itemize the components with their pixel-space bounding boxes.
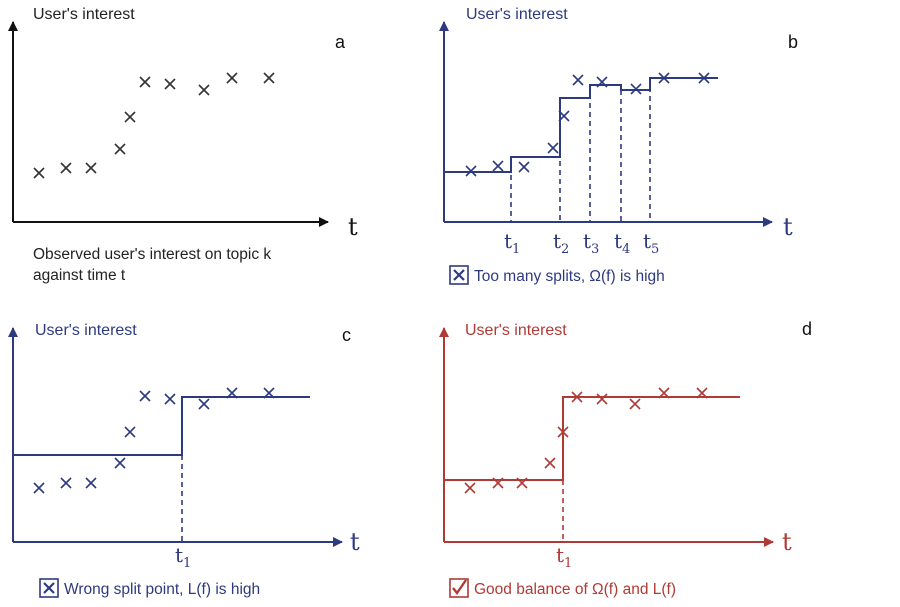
data-point xyxy=(165,79,175,89)
x-axis-label: t xyxy=(782,528,792,556)
data-point xyxy=(465,483,475,493)
data-point xyxy=(140,391,150,401)
data-point xyxy=(227,73,237,83)
data-point xyxy=(140,77,150,87)
data-point xyxy=(86,163,96,173)
panel-c xyxy=(13,328,342,542)
data-point xyxy=(548,143,558,153)
step-function xyxy=(13,397,310,455)
data-point xyxy=(545,458,555,468)
data-point xyxy=(115,458,125,468)
split-label-t2: t2 xyxy=(553,229,569,257)
step-function xyxy=(444,397,740,480)
data-points xyxy=(466,73,709,176)
data-point xyxy=(61,163,71,173)
split-label-t1: t1 xyxy=(504,229,520,257)
panel-label: c xyxy=(342,325,351,345)
panel-label: b xyxy=(788,32,798,52)
split-label-t5: t5 xyxy=(643,229,659,257)
data-point xyxy=(199,399,209,409)
data-point xyxy=(573,75,583,85)
split-label-t3: t3 xyxy=(583,229,599,257)
caption: Wrong split point, L(f) is high xyxy=(64,581,260,598)
x-box-icon xyxy=(40,579,58,597)
y-axis-label: User's interest xyxy=(466,6,568,23)
data-point xyxy=(493,161,503,171)
data-point xyxy=(519,162,529,172)
y-axis-label: User's interest xyxy=(33,6,135,23)
data-point xyxy=(125,112,135,122)
panel-d xyxy=(444,328,773,542)
caption: Good balance of Ω(f) and L(f) xyxy=(474,581,676,598)
data-point xyxy=(597,394,607,404)
data-point xyxy=(34,168,44,178)
panel-label: d xyxy=(802,319,812,339)
split-lines xyxy=(511,78,650,222)
split-label-t1: t1 xyxy=(556,543,572,571)
split-label-t1: t1 xyxy=(175,543,191,571)
x-box-icon xyxy=(450,266,468,284)
x-axis-label: t xyxy=(783,213,793,241)
y-axis-label: User's interest xyxy=(35,322,137,339)
caption-line-1: Observed user's interest on topic k xyxy=(33,246,271,263)
data-point xyxy=(61,478,71,488)
caption: Too many splits, Ω(f) is high xyxy=(474,268,665,285)
step-function xyxy=(444,78,718,172)
data-point xyxy=(86,478,96,488)
x-axis-label: t xyxy=(350,528,360,556)
data-point xyxy=(264,73,274,83)
data-points xyxy=(34,73,274,178)
data-points xyxy=(465,388,707,493)
data-point xyxy=(125,427,135,437)
split-label-t4: t4 xyxy=(614,229,630,257)
data-point xyxy=(115,144,125,154)
panel-label: a xyxy=(335,32,346,52)
data-point xyxy=(34,483,44,493)
data-points xyxy=(34,388,274,493)
data-point xyxy=(165,394,175,404)
x-axis-label: t xyxy=(348,213,358,241)
data-point xyxy=(630,399,640,409)
checkmark-box-icon xyxy=(450,579,468,597)
split-labels: t1 t2 t3 t4 t5 xyxy=(504,229,659,257)
data-point xyxy=(199,85,209,95)
y-axis-label: User's interest xyxy=(465,322,567,339)
caption-line-2: against time t xyxy=(33,267,126,284)
panel-a xyxy=(13,22,328,222)
panel-b xyxy=(444,22,772,222)
